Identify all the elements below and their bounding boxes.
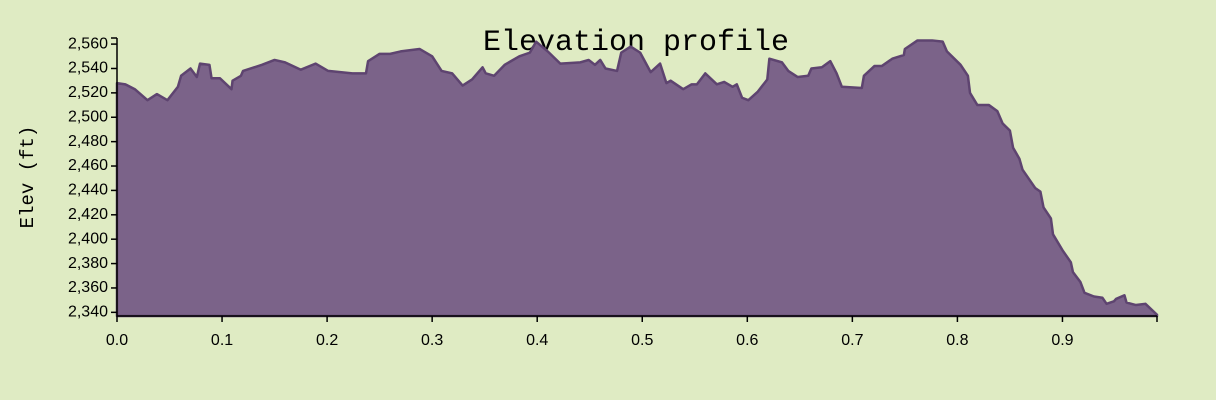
y-tick-label: 2,400 (68, 230, 108, 247)
x-tick-label: 0.9 (1051, 332, 1073, 349)
y-tick-label: 2,380 (68, 255, 108, 272)
elevation-area (115, 39, 1159, 318)
x-tick-label: 0.7 (841, 332, 863, 349)
y-tick-label: 2,520 (68, 84, 108, 101)
x-tick-label: 0.2 (316, 332, 338, 349)
x-tick-label: 0.3 (421, 332, 443, 349)
y-tick-label: 2,440 (68, 182, 108, 199)
y-tick-label: 2,460 (68, 157, 108, 174)
x-tick-label: 0.6 (736, 332, 758, 349)
y-tick-label: 2,360 (68, 279, 108, 296)
y-tick-label: 2,340 (68, 304, 108, 321)
x-tick-label: 0.8 (946, 332, 968, 349)
x-tick-label: 0.1 (211, 332, 233, 349)
y-tick-label: 2,500 (68, 108, 108, 125)
y-tick-label: 2,560 (68, 35, 108, 52)
y-tick-label: 2,540 (68, 60, 108, 77)
y-tick-label: 2,480 (68, 133, 108, 150)
x-tick-label: 0.0 (106, 332, 128, 349)
y-tick-label: 2,420 (68, 206, 108, 223)
x-tick-label: 0.4 (526, 332, 548, 349)
y-axis-label: Elev (ft) (17, 126, 39, 229)
x-tick-label: 0.5 (631, 332, 653, 349)
